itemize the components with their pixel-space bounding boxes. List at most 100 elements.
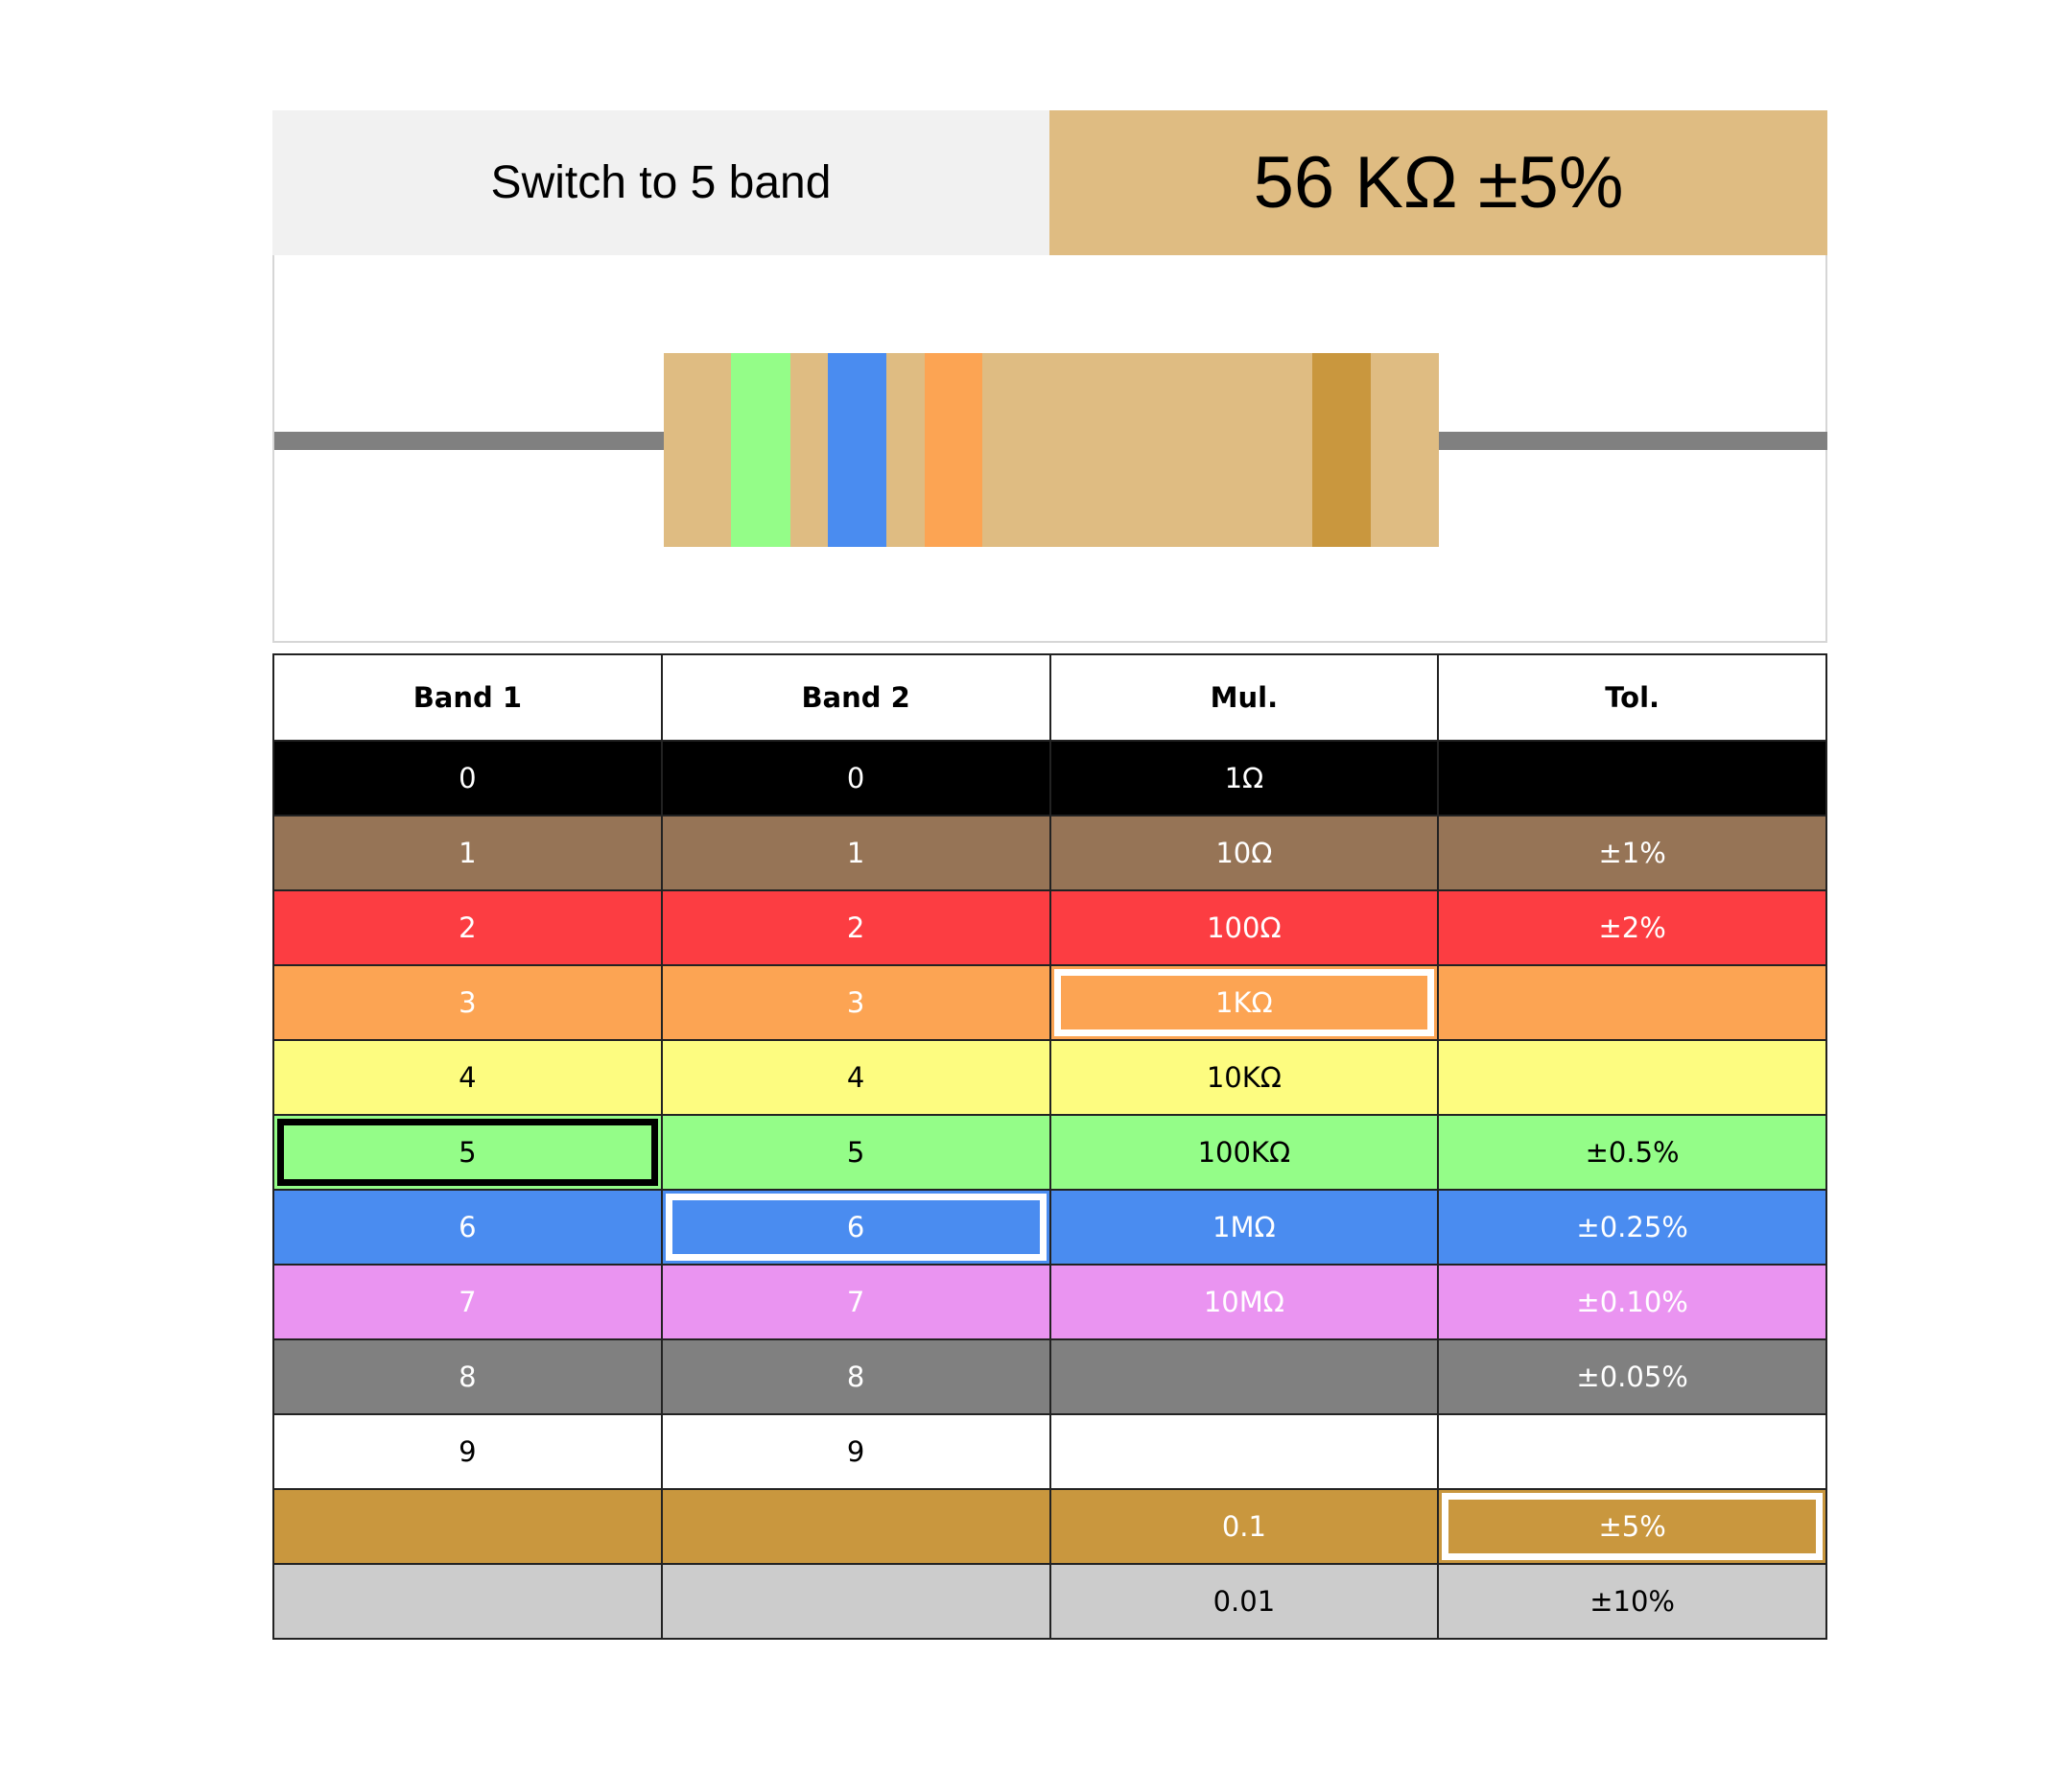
cell-label: 100Ω [1050,891,1438,964]
color-cell-tolerance[interactable]: ±10% [1437,1563,1827,1640]
color-cell-multiplier[interactable]: 10MΩ [1048,1264,1440,1340]
table-row: 4 4 10KΩ [272,1039,1827,1116]
resistor-band-multiplier[interactable] [925,353,982,547]
color-cell-band-1[interactable] [272,1563,663,1640]
color-cell-band-2[interactable]: 8 [660,1338,1051,1415]
color-cell-band-2[interactable]: 0 [660,740,1051,816]
color-cell-multiplier[interactable]: 0.1 [1048,1488,1440,1565]
table-body: 0 0 1Ω 1 1 10Ω ±1% 2 2 100Ω ±2% 3 3 1KΩ 4 4 10KΩ 5 5 100KΩ ±… [272,740,1827,1640]
color-cell-tolerance[interactable] [1437,740,1827,816]
color-cell-multiplier[interactable]: 10KΩ [1048,1039,1440,1116]
cell-label: 1KΩ [1053,969,1435,1036]
resistance-value-display: 56 KΩ ±5% [1049,110,1827,255]
cell-label: ±2% [1439,891,1825,964]
color-cell-band-2[interactable]: 1 [660,815,1051,891]
cell-label: 5 [662,1116,1049,1189]
header-tolerance: Tol. [1437,653,1827,742]
cell-label: 1MΩ [1050,1191,1438,1264]
cell-label: 4 [274,1041,661,1114]
resistor-body [664,353,1439,547]
resistor-band-tolerance[interactable] [1312,353,1371,547]
color-cell-tolerance[interactable] [1437,1413,1827,1490]
cell-label: 10Ω [1050,816,1438,889]
header-band-2: Band 2 [660,653,1051,742]
cell-label [1439,966,1825,1039]
cell-label: 0.01 [1050,1565,1438,1638]
cell-label: 6 [274,1191,661,1264]
cell-label: ±0.10% [1439,1266,1825,1338]
resistor-diagram [272,255,1827,643]
color-cell-band-1[interactable]: 6 [272,1189,663,1266]
color-cell-multiplier[interactable]: 1MΩ [1048,1189,1440,1266]
resistor-lead-right [1439,432,1827,450]
color-cell-tolerance[interactable]: ±0.5% [1437,1114,1827,1191]
cell-label [1050,1415,1438,1488]
color-cell-band-2[interactable]: 2 [660,889,1051,966]
cell-label: 9 [662,1415,1049,1488]
cell-label [1439,1041,1825,1114]
cell-label: 3 [274,966,661,1039]
color-cell-band-2[interactable] [660,1488,1051,1565]
resistor-band-2[interactable] [828,353,886,547]
switch-band-mode-button[interactable]: Switch to 5 band [272,110,1049,255]
resistor-calculator: Switch to 5 band 56 KΩ ±5% Band 1 Band 2… [272,110,1827,1640]
color-cell-band-1[interactable] [272,1488,663,1565]
color-cell-tolerance[interactable] [1437,1039,1827,1116]
color-cell-tolerance[interactable]: ±0.05% [1437,1338,1827,1415]
color-cell-tolerance[interactable]: ±5% [1437,1488,1827,1565]
color-cell-band-1[interactable]: 4 [272,1039,663,1116]
cell-label: 8 [274,1340,661,1413]
color-cell-band-1[interactable]: 9 [272,1413,663,1490]
header-multiplier: Mul. [1048,653,1440,742]
cell-label: 100KΩ [1050,1116,1438,1189]
table-row: 8 8 ±0.05% [272,1338,1827,1415]
color-cell-multiplier[interactable]: 100KΩ [1048,1114,1440,1191]
cell-label: ±0.5% [1439,1116,1825,1189]
color-cell-multiplier[interactable]: 0.01 [1048,1563,1440,1640]
color-cell-multiplier[interactable] [1048,1338,1440,1415]
cell-label [1050,1340,1438,1413]
color-cell-multiplier[interactable]: 1Ω [1048,740,1440,816]
color-cell-multiplier[interactable]: 100Ω [1048,889,1440,966]
color-cell-tolerance[interactable]: ±2% [1437,889,1827,966]
cell-label: 0 [274,742,661,815]
table-row: 0.01 ±10% [272,1563,1827,1640]
color-cell-tolerance[interactable] [1437,964,1827,1041]
color-cell-tolerance[interactable]: ±0.25% [1437,1189,1827,1266]
color-cell-tolerance[interactable]: ±0.10% [1437,1264,1827,1340]
color-cell-band-1[interactable]: 5 [272,1114,663,1191]
color-cell-band-2[interactable] [660,1563,1051,1640]
cell-label: ±5% [1442,1493,1823,1560]
color-cell-band-1[interactable]: 7 [272,1264,663,1340]
resistor-band-1[interactable] [731,353,790,547]
color-cell-multiplier[interactable] [1048,1413,1440,1490]
color-cell-band-2[interactable]: 6 [660,1189,1051,1266]
color-cell-multiplier[interactable]: 1KΩ [1048,964,1440,1041]
table-row: 5 5 100KΩ ±0.5% [272,1114,1827,1191]
table-row: 0 0 1Ω [272,740,1827,816]
cell-label: ±0.25% [1439,1191,1825,1264]
color-cell-band-1[interactable]: 2 [272,889,663,966]
cell-label [662,1565,1049,1638]
cell-label: 1 [662,816,1049,889]
color-cell-band-1[interactable]: 0 [272,740,663,816]
color-cell-band-1[interactable]: 8 [272,1338,663,1415]
color-cell-band-1[interactable]: 3 [272,964,663,1041]
color-cell-band-2[interactable]: 5 [660,1114,1051,1191]
color-cell-band-2[interactable]: 9 [660,1413,1051,1490]
cell-label [274,1490,661,1563]
cell-label: 9 [274,1415,661,1488]
color-cell-band-2[interactable]: 4 [660,1039,1051,1116]
color-cell-multiplier[interactable]: 10Ω [1048,815,1440,891]
cell-label: 2 [662,891,1049,964]
color-cell-tolerance[interactable]: ±1% [1437,815,1827,891]
color-cell-band-1[interactable]: 1 [272,815,663,891]
cell-label: 10KΩ [1050,1041,1438,1114]
color-cell-band-2[interactable]: 7 [660,1264,1051,1340]
table-row: 0.1 ±5% [272,1488,1827,1565]
header-band-1: Band 1 [272,653,663,742]
cell-label: 4 [662,1041,1049,1114]
band-color-table: Band 1 Band 2 Mul. Tol. 0 0 1Ω 1 1 10Ω ±1% 2 2 10… [272,653,1827,1640]
color-cell-band-2[interactable]: 3 [660,964,1051,1041]
